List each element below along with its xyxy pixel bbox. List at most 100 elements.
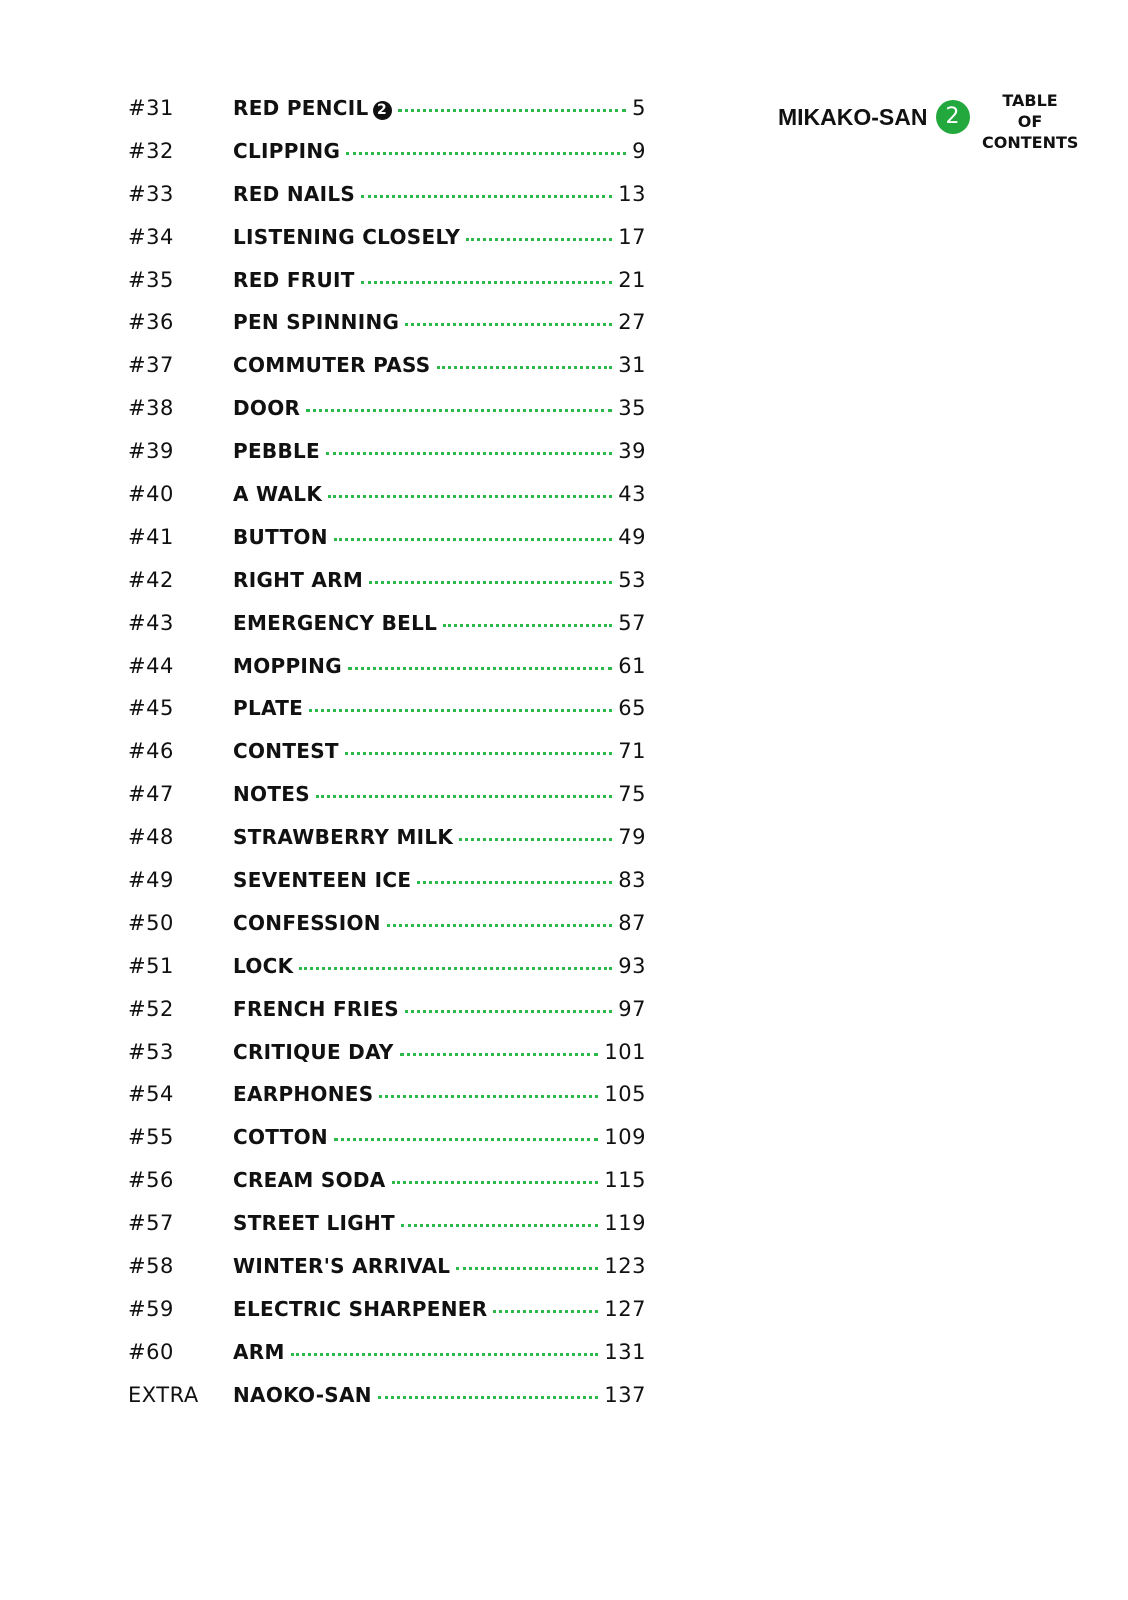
toc-entry[interactable]: #48 STRAWBERRY MILK 79 [128, 825, 646, 868]
chapter-title-text: COMMUTER PASS [233, 353, 431, 378]
dot-leader [328, 495, 613, 499]
chapter-title-text: CONFESSION [233, 910, 381, 935]
chapter-number: #49 [128, 868, 174, 893]
chapter-number: #55 [128, 1125, 174, 1150]
chapter-title: COMMUTER PASS [233, 353, 431, 377]
series-title: MIKAKO-SAN [778, 103, 928, 130]
dot-leader [347, 666, 613, 670]
page-number: 43 [618, 482, 646, 507]
chapter-title-text: PEBBLE [233, 439, 321, 464]
toc-entry[interactable]: #38 DOOR 35 [128, 396, 646, 439]
chapter-title: DOOR [233, 396, 300, 420]
chapter-title-text: NOTES [233, 782, 310, 807]
chapter-number: #50 [128, 910, 174, 935]
dot-leader [377, 1395, 599, 1399]
toc-entry[interactable]: #47 NOTES 75 [128, 782, 646, 825]
chapter-title: STRAWBERRY MILK [233, 825, 453, 849]
toc-entry[interactable]: #37 COMMUTER PASS 31 [128, 353, 646, 396]
dot-leader [391, 1181, 599, 1185]
page-number: 127 [604, 1296, 646, 1321]
dot-leader [290, 1352, 599, 1356]
chapter-number: #54 [128, 1082, 174, 1107]
toc-entry[interactable]: #41 BUTTON 49 [128, 525, 646, 568]
chapter-title-text: NAOKO-SAN [233, 1382, 372, 1407]
page-number: 61 [618, 653, 646, 678]
page-number: 83 [618, 868, 646, 893]
toc-heading-line: CONTENTS [982, 133, 1079, 152]
volume-marker-icon: 2 [372, 101, 392, 120]
page-number: 31 [618, 353, 646, 378]
toc-entry[interactable]: #42 RIGHT ARM 53 [128, 568, 646, 611]
page-number: 131 [604, 1339, 646, 1364]
toc-entry[interactable]: #51 LOCK 93 [128, 954, 646, 997]
page-number: 49 [618, 524, 646, 549]
toc-entry[interactable]: #57 STREET LIGHT 119 [128, 1211, 646, 1254]
toc-entry[interactable]: #44 MOPPING 61 [128, 654, 646, 697]
dot-leader [405, 323, 613, 327]
chapter-title: WINTER'S ARRIVAL [233, 1254, 450, 1278]
page-number: 35 [618, 396, 646, 421]
dot-leader [493, 1309, 599, 1313]
chapter-title-text: EARPHONES [233, 1082, 374, 1107]
chapter-title: EARPHONES [233, 1082, 373, 1106]
toc-heading: TABLE OF CONTENTS [982, 90, 1078, 153]
toc-entry[interactable]: #40 A WALK 43 [128, 482, 646, 525]
toc-entry[interactable]: #32 CLIPPING 9 [128, 139, 646, 182]
chapter-title-text: COTTON [233, 1125, 328, 1150]
toc-entry[interactable]: #52 FRENCH FRIES 97 [128, 997, 646, 1040]
chapter-number: #33 [128, 181, 174, 206]
dot-leader [397, 109, 627, 112]
dot-leader [443, 623, 613, 627]
toc-entry[interactable]: #46 CONTEST 71 [128, 739, 646, 782]
toc-entry[interactable]: #39 PEBBLE 39 [128, 439, 646, 482]
chapter-number: #40 [128, 482, 174, 507]
chapter-title-text: MOPPING [233, 653, 342, 678]
dot-leader [379, 1095, 599, 1099]
toc-entry[interactable]: #31 RED PENCIL 2 5 [128, 96, 646, 139]
chapter-number: EXTRA [128, 1382, 199, 1407]
toc-entry[interactable]: #54 EARPHONES 105 [128, 1082, 646, 1125]
dot-leader [326, 452, 613, 456]
chapter-title-text: RED FRUIT [233, 267, 355, 292]
chapter-number: #56 [128, 1168, 174, 1193]
toc-entry[interactable]: #49 SEVENTEEN ICE 83 [128, 868, 646, 911]
toc-entry[interactable]: #60 ARM 131 [128, 1340, 646, 1383]
toc-entry[interactable]: #43 EMERGENCY BELL 57 [128, 611, 646, 654]
chapter-title-text: PLATE [233, 696, 304, 721]
chapter-number: #31 [128, 96, 174, 120]
chapter-number: #44 [128, 653, 174, 678]
toc-entry[interactable]: #33 RED NAILS 13 [128, 182, 646, 225]
chapter-title: CONFESSION [233, 911, 381, 935]
page-number: 9 [632, 138, 646, 163]
toc-entry[interactable]: #34 LISTENING CLOSELY 17 [128, 225, 646, 268]
chapter-number: #59 [128, 1296, 174, 1321]
chapter-title: CONTEST [233, 739, 339, 763]
series-header: MIKAKO-SAN 2 [778, 100, 974, 134]
dot-leader [456, 1267, 599, 1271]
toc-entry[interactable]: #53 CRITIQUE DAY 101 [128, 1040, 646, 1083]
chapter-title: LISTENING CLOSELY [233, 225, 460, 249]
toc-entry[interactable]: #55 COTTON 109 [128, 1125, 646, 1168]
chapter-number: #41 [128, 524, 174, 549]
chapter-title: STREET LIGHT [233, 1211, 395, 1235]
toc-entry[interactable]: #58 WINTER'S ARRIVAL 123 [128, 1254, 646, 1297]
toc-entry[interactable]: #36 PEN SPINNING 27 [128, 310, 646, 353]
chapter-title: CRITIQUE DAY [233, 1040, 394, 1064]
chapter-number: #52 [128, 996, 174, 1021]
chapter-title-text: BUTTON [233, 524, 328, 549]
toc-entry[interactable]: #59 ELECTRIC SHARPENER 127 [128, 1297, 646, 1340]
page-number: 123 [604, 1254, 646, 1279]
toc-entry[interactable]: #45 PLATE 65 [128, 696, 646, 739]
toc-entry[interactable]: EXTRA NAOKO-SAN 137 [128, 1383, 646, 1426]
toc-entry[interactable]: #50 CONFESSION 87 [128, 911, 646, 954]
chapter-title: ARM [233, 1340, 285, 1364]
chapter-title-text: ELECTRIC SHARPENER [233, 1296, 488, 1321]
chapter-number: #32 [128, 138, 174, 163]
dot-leader [299, 966, 613, 970]
toc-entry[interactable]: #35 RED FRUIT 21 [128, 268, 646, 311]
dot-leader [346, 151, 627, 155]
page-number: 105 [604, 1082, 646, 1107]
dot-leader [386, 923, 613, 927]
chapter-title: NAOKO-SAN [233, 1383, 372, 1407]
toc-entry[interactable]: #56 CREAM SODA 115 [128, 1168, 646, 1211]
